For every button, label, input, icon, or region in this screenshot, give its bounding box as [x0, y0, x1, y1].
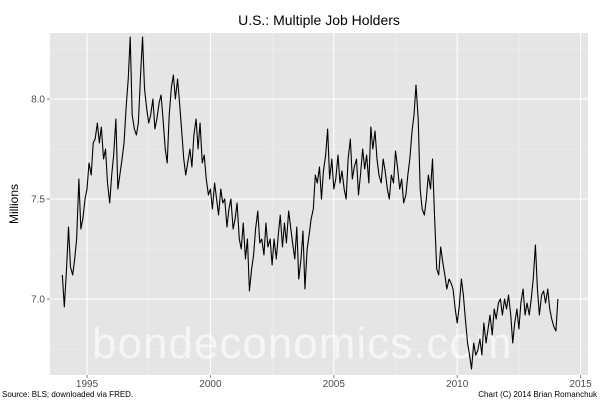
y-axis-ticks: 7.0 7.5 8.0	[31, 95, 50, 306]
x-tick-label: 2005	[323, 379, 346, 390]
y-tick-label: 7.0	[31, 295, 45, 306]
y-axis-label: Millions	[7, 184, 21, 224]
watermark: bondeconomics.com	[92, 319, 513, 368]
chart-title: U.S.: Multiple Job Holders	[238, 12, 400, 28]
x-tick-label: 2000	[199, 379, 222, 390]
series-line	[61, 36, 559, 370]
copyright-note: Chart (C) 2014 Brian Romanchuk	[478, 390, 598, 399]
x-axis-ticks: 1995 2000 2005 2010 2015	[76, 375, 592, 390]
x-tick-label: 2015	[569, 379, 592, 390]
source-note: Source: BLS; downloaded via FRED.	[2, 390, 133, 399]
y-tick-label: 8.0	[31, 95, 45, 106]
y-tick-label: 7.5	[31, 195, 45, 206]
x-tick-label: 2010	[446, 379, 469, 390]
minor-grid	[50, 33, 588, 375]
x-tick-label: 1995	[76, 379, 99, 390]
